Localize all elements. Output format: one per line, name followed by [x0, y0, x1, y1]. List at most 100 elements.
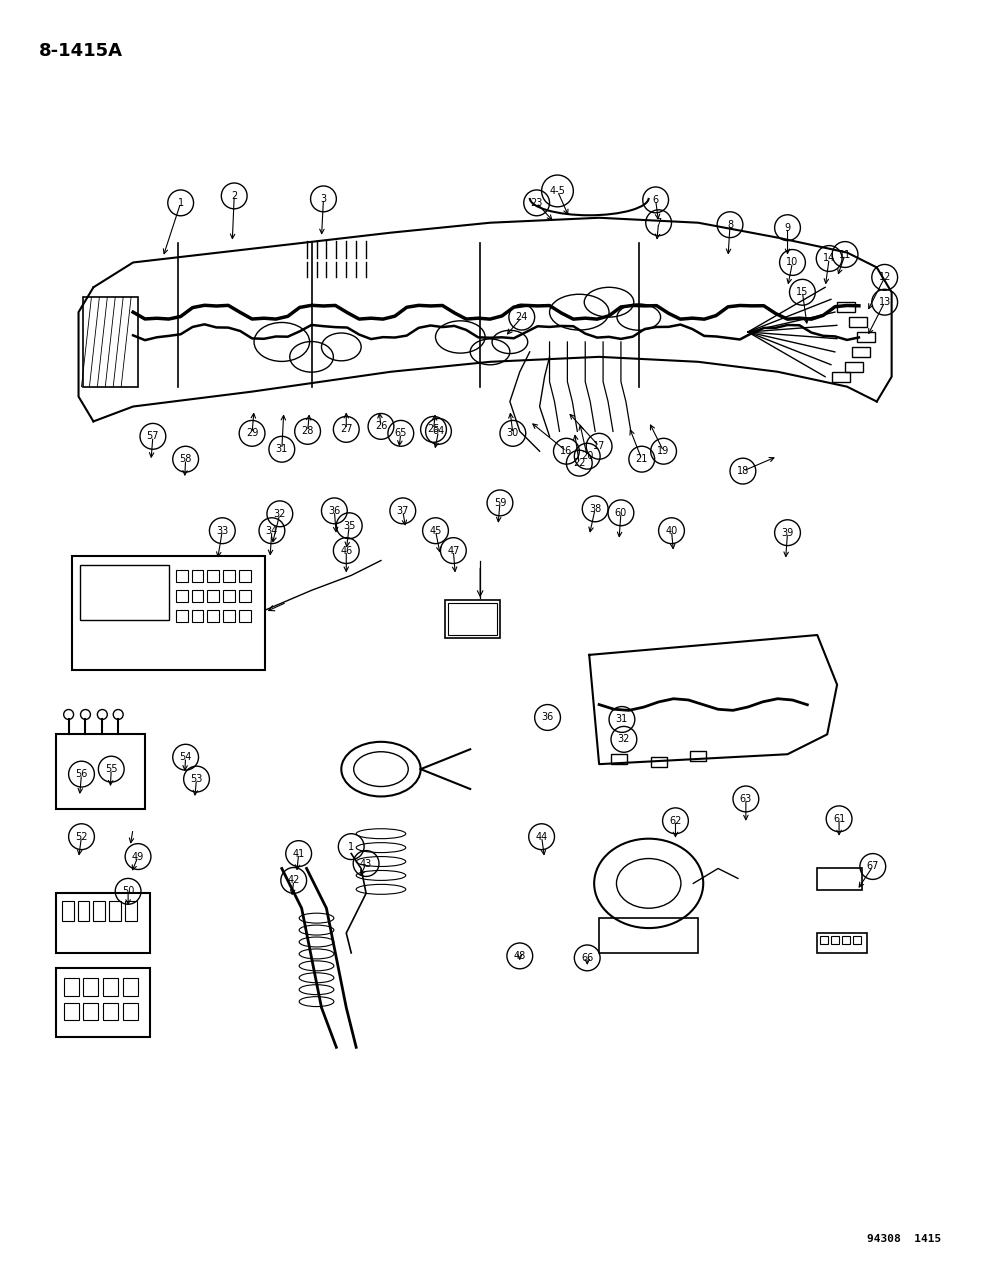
Bar	[77, 901, 89, 921]
Text: 14: 14	[824, 254, 835, 264]
Bar	[223, 611, 235, 622]
Text: 22: 22	[573, 458, 586, 468]
Bar	[83, 1002, 98, 1020]
Text: 63: 63	[739, 794, 752, 805]
Text: 20: 20	[581, 451, 594, 462]
Bar	[600, 918, 699, 952]
Bar	[93, 901, 105, 921]
Text: 43: 43	[360, 858, 373, 868]
Text: 25: 25	[427, 425, 440, 435]
Bar	[207, 590, 219, 602]
Bar	[123, 978, 138, 996]
Bar	[109, 901, 121, 921]
Text: 31: 31	[615, 714, 628, 724]
Text: 3: 3	[320, 194, 326, 204]
Bar	[123, 1002, 138, 1020]
Text: 59: 59	[494, 497, 506, 507]
Bar	[55, 894, 150, 952]
Text: 50: 50	[122, 886, 135, 896]
Text: 32: 32	[617, 734, 630, 745]
Bar	[845, 362, 863, 372]
Text: 6: 6	[653, 195, 659, 205]
Text: 60: 60	[614, 507, 627, 518]
Text: 41: 41	[292, 849, 305, 858]
Text: 26: 26	[375, 422, 387, 431]
Bar	[83, 297, 138, 386]
Bar	[79, 566, 168, 620]
Bar	[837, 302, 855, 312]
Text: 66: 66	[581, 952, 594, 963]
Bar	[175, 570, 187, 583]
Text: 30: 30	[506, 428, 519, 439]
Text: 42: 42	[287, 876, 300, 885]
Text: 31: 31	[275, 444, 288, 454]
Text: 1: 1	[177, 198, 183, 208]
Bar	[191, 570, 203, 583]
Text: 34: 34	[266, 525, 278, 536]
Bar	[103, 1002, 118, 1020]
Bar	[651, 757, 667, 768]
Text: 37: 37	[396, 506, 409, 516]
Bar	[191, 590, 203, 602]
Bar	[853, 936, 861, 944]
Text: 32: 32	[274, 509, 286, 519]
Bar	[175, 590, 187, 602]
Text: 1: 1	[348, 842, 355, 852]
Bar	[55, 968, 150, 1038]
Bar	[448, 603, 497, 635]
Bar	[818, 933, 867, 952]
Text: 23: 23	[530, 198, 543, 208]
Bar	[857, 332, 875, 342]
Bar	[831, 936, 839, 944]
Text: 10: 10	[786, 258, 799, 268]
Text: 11: 11	[839, 250, 851, 260]
Bar	[239, 570, 251, 583]
Text: 62: 62	[669, 816, 682, 826]
Bar	[207, 570, 219, 583]
Bar	[691, 751, 707, 761]
Bar	[445, 601, 500, 638]
Bar	[849, 317, 867, 328]
Bar	[832, 372, 850, 381]
Text: 45: 45	[429, 525, 442, 536]
Text: 29: 29	[246, 428, 259, 439]
Text: 28: 28	[301, 426, 314, 436]
Text: 9: 9	[785, 223, 791, 233]
Text: 18: 18	[736, 467, 749, 476]
Text: 57: 57	[147, 431, 160, 441]
Bar	[818, 868, 862, 890]
Text: 2: 2	[231, 191, 237, 201]
Text: 65: 65	[394, 428, 407, 439]
Text: 24: 24	[515, 312, 528, 323]
Bar	[223, 590, 235, 602]
Text: 15: 15	[796, 287, 809, 297]
Bar	[821, 936, 828, 944]
Text: 27: 27	[340, 425, 353, 435]
Text: 40: 40	[665, 525, 678, 536]
Text: 58: 58	[179, 454, 192, 464]
Bar	[71, 556, 265, 669]
Bar	[103, 978, 118, 996]
Text: 94308  1415: 94308 1415	[867, 1234, 941, 1244]
Text: 48: 48	[513, 951, 526, 961]
Bar	[239, 590, 251, 602]
Text: 8: 8	[727, 219, 733, 230]
Text: 64: 64	[432, 426, 445, 436]
Text: 21: 21	[635, 454, 648, 464]
Text: 33: 33	[216, 525, 229, 536]
Text: 12: 12	[878, 273, 891, 282]
Bar	[191, 611, 203, 622]
Bar	[63, 1002, 78, 1020]
Text: 46: 46	[340, 546, 353, 556]
Text: 52: 52	[75, 831, 88, 842]
Bar	[207, 611, 219, 622]
Text: 16: 16	[560, 446, 573, 456]
Text: 19: 19	[657, 446, 670, 456]
Text: 13: 13	[879, 297, 891, 307]
Text: 67: 67	[866, 862, 879, 872]
Bar	[611, 755, 627, 764]
Text: 35: 35	[343, 520, 356, 530]
Bar	[125, 901, 137, 921]
Text: 8-1415A: 8-1415A	[39, 42, 123, 60]
Bar	[63, 978, 78, 996]
